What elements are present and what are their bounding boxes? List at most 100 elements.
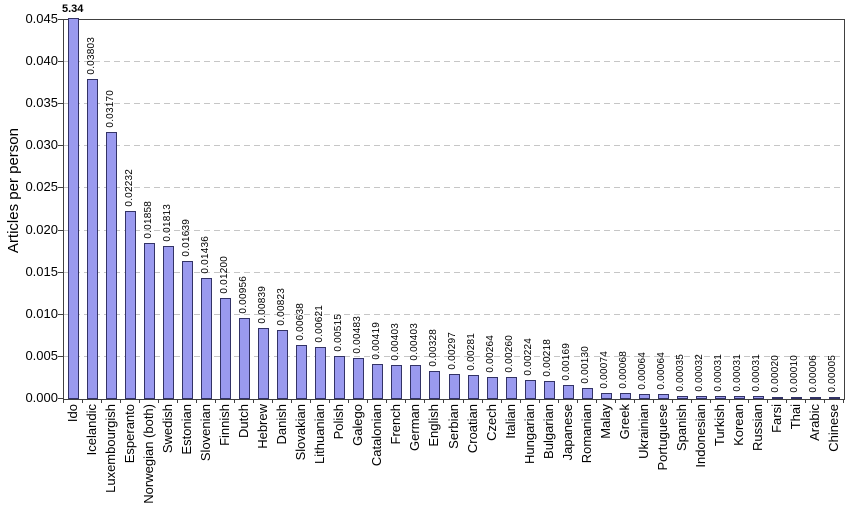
bar [449,374,460,399]
x-tick-label: Slovakian [293,404,308,461]
bar [563,385,574,399]
x-tick-label: Malay [598,404,613,439]
bar [601,393,612,399]
x-tick-label: Greek [617,404,632,440]
bar-value-label: 0.00218 [542,339,553,377]
bar-value-label: 0.00638 [295,303,306,341]
bar-value-label: 0.01813 [162,204,173,242]
bar-value-label: 0.00031 [751,354,762,392]
bar-value-label: 0.00064 [656,352,667,390]
x-axis-tick [291,399,292,403]
x-axis-tick [405,399,406,403]
x-tick-label: Chinese [826,404,841,452]
y-tick-label: 0.020 [25,222,58,237]
x-tick-label: Swedish [160,404,175,454]
x-axis-tick [653,399,654,403]
bar-value-label: 0.00020 [770,355,781,393]
bar [87,79,98,399]
x-axis-tick [158,399,159,403]
bar [258,328,269,399]
x-tick-label: German [407,404,422,451]
bar-value-label: 0.00419 [371,322,382,360]
x-tick-label: French [388,404,403,445]
x-tick-label: Ukrainian [636,404,651,459]
bar [429,371,440,399]
gridline [64,356,844,357]
x-tick-label: Russian [750,404,765,451]
x-tick-label: Finnish [217,404,232,446]
x-axis-tick [139,399,140,403]
x-axis-tick [348,399,349,403]
x-axis-tick [596,399,597,403]
bar-value-label: 0.00005 [827,355,838,393]
bar-value-label: 0.00483 [352,316,363,354]
bar-value-label: 0.00403 [409,323,420,361]
x-axis-tick [424,399,425,403]
x-axis-tick [843,399,844,403]
x-axis-tick [310,399,311,403]
x-axis-tick [63,399,64,403]
y-axis-tick [58,187,63,188]
y-tick-label: 0.025 [25,179,58,194]
x-axis-tick [501,399,502,403]
x-axis-tick [196,399,197,403]
bar [106,132,117,399]
bar-value-label: 0.00035 [675,354,686,392]
bar-value-label: 0.00264 [485,335,496,373]
x-axis-tick [786,399,787,403]
x-axis-tick [234,399,235,403]
bar [201,278,212,399]
x-tick-label: Polish [331,404,346,440]
x-tick-label: Icelandic [84,404,99,456]
x-tick-label: Ido [65,404,80,423]
x-axis-tick [272,399,273,403]
y-axis-tick [58,230,63,231]
bar [315,347,326,399]
bar [487,377,498,399]
bar [68,18,79,399]
y-axis-tick [58,61,63,62]
bar-value-label: 0.00328 [428,329,439,367]
x-axis-tick [520,399,521,403]
bar-value-label: 0.01200 [219,256,230,294]
y-tick-label: 0.030 [25,137,58,152]
x-axis-tick [539,399,540,403]
bar-value-label: 0.00956 [238,276,249,314]
bar-value-label: 0.00297 [447,332,458,370]
gridline [64,103,844,104]
y-axis-tick [58,314,63,315]
x-axis-tick [577,399,578,403]
bar-value-label: 0.00403 [390,323,401,361]
bar-value-label: 0.02232 [124,169,135,207]
y-tick-label: 0.040 [25,53,58,68]
bar [772,397,783,399]
bar [353,358,364,399]
x-axis-tick [367,399,368,403]
x-tick-label: Czech [484,404,499,441]
bar-value-label: 0.00074 [599,351,610,389]
bar-value-label: 0.03170 [105,90,116,128]
x-axis-tick [82,399,83,403]
bar-value-label: 0.00224 [523,338,534,376]
bar [239,318,250,399]
x-tick-label: Italian [503,404,518,439]
x-axis-tick [215,399,216,403]
x-axis-tick [120,399,121,403]
x-tick-label: Arabic [807,404,822,441]
bar-value-label: 0.00839 [257,286,268,324]
y-tick-label: 0.010 [25,306,58,321]
bar [829,397,840,399]
x-tick-label: Japanese [560,404,575,461]
x-tick-label: Korean [731,404,746,446]
bar-value-label: 0.00031 [732,354,743,392]
bar [334,356,345,399]
x-tick-label: Bulgarian [541,404,556,459]
bar [734,396,745,399]
x-tick-label: English [426,404,441,447]
x-tick-label: Spanish [674,404,689,451]
x-axis-tick [615,399,616,403]
y-axis-tick [58,19,63,20]
bar [144,243,155,399]
x-tick-label: Croatian [465,404,480,454]
